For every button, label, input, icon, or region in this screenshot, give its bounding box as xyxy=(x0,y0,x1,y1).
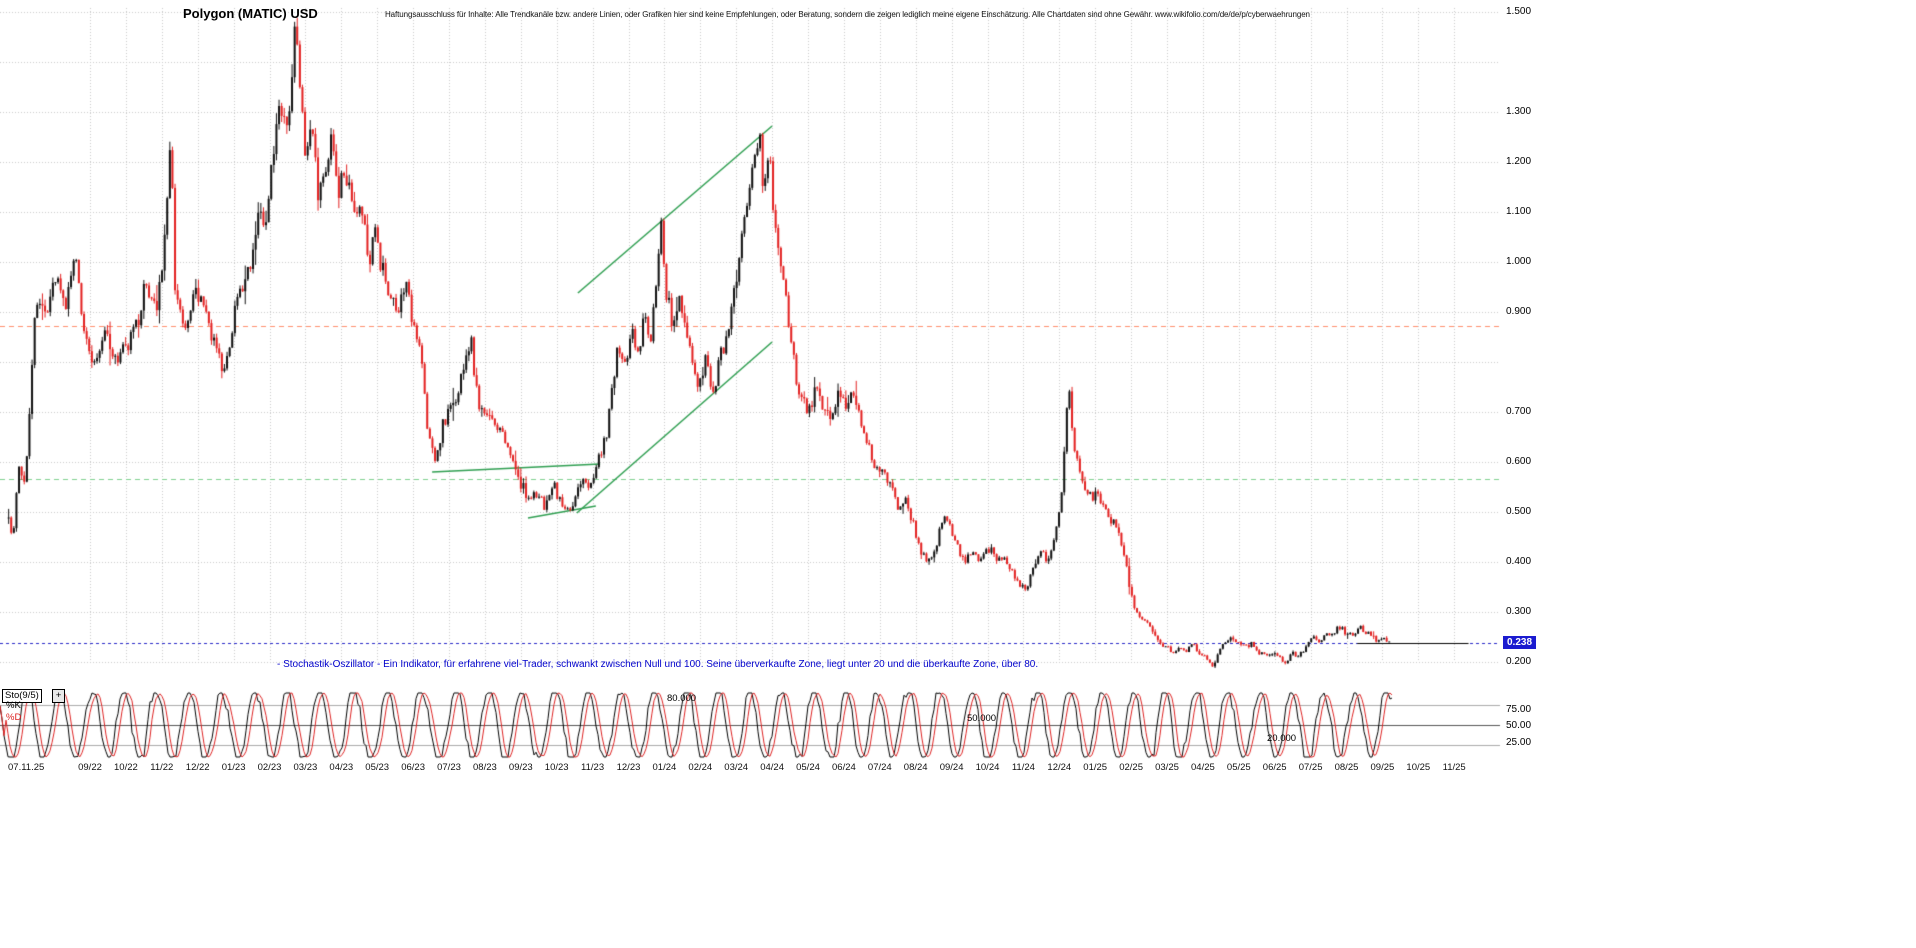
price-axis-label: 1.200 xyxy=(1506,156,1532,167)
price-axis-label: 0.600 xyxy=(1506,456,1532,467)
time-axis-label: 09/25 xyxy=(1370,762,1395,773)
price-axis-label: 1.100 xyxy=(1506,206,1532,217)
time-axis-label: 06/24 xyxy=(832,762,856,773)
time-axis-label: 03/25 xyxy=(1155,762,1179,773)
time-axis-label: 03/24 xyxy=(724,762,749,773)
time-axis-label: 08/25 xyxy=(1334,762,1359,773)
price-axis-label: 1.000 xyxy=(1506,256,1532,267)
indicator-name-box[interactable]: Sto(9/5) xyxy=(2,689,42,703)
time-axis-label: 08/24 xyxy=(903,762,928,773)
price-axis-label: 0.900 xyxy=(1506,306,1532,317)
time-axis-label: 08/23 xyxy=(473,762,497,773)
time-axis-label: 11/24 xyxy=(1011,762,1035,773)
time-axis-label: 01/23 xyxy=(221,762,246,773)
price-axis-label: 1.500 xyxy=(1506,6,1532,17)
time-axis-label: 07/23 xyxy=(437,762,461,773)
time-axis-label: 02/25 xyxy=(1119,762,1143,773)
price-axis-label: 0.200 xyxy=(1506,656,1532,667)
time-axis-label: 10/23 xyxy=(544,762,569,773)
time-axis-label: 02/24 xyxy=(688,762,713,773)
time-axis-label: 03/23 xyxy=(293,762,318,773)
time-axis-label: 07/24 xyxy=(867,762,892,773)
time-axis-label: 12/22 xyxy=(185,762,210,773)
time-axis-label: 09/22 xyxy=(78,762,102,773)
time-axis-label: 02/23 xyxy=(257,762,282,773)
price-axis-label: 1.300 xyxy=(1506,106,1532,117)
disclaimer-text: Haftungsausschluss für Inhalte: Alle Tre… xyxy=(385,10,1310,19)
time-axis-label: 04/24 xyxy=(760,762,784,773)
indicator-add-button[interactable]: + xyxy=(52,689,65,703)
stoch-level-label: 20.000 xyxy=(1267,732,1297,744)
stoch-k-label: %K xyxy=(6,700,21,711)
price-axis-label: 0.700 xyxy=(1506,406,1532,417)
time-axis-label: 04/25 xyxy=(1191,762,1215,773)
price-axis-label: 0.500 xyxy=(1506,506,1532,517)
time-axis-label: 07/25 xyxy=(1298,762,1323,773)
stoch-level-label: 50.000 xyxy=(967,713,997,724)
current-price-badge: 0.238 xyxy=(1503,636,1537,649)
time-axis-label: 09/24 xyxy=(939,762,964,773)
time-axis-label: 01/25 xyxy=(1083,762,1108,773)
time-axis-label: 12/24 xyxy=(1047,762,1072,773)
stoch-axis-label: 75.00 xyxy=(1506,703,1532,715)
time-axis-label: 05/25 xyxy=(1226,762,1251,773)
price-axis-label: 0.300 xyxy=(1506,606,1532,617)
stoch-axis-label: 25.00 xyxy=(1506,736,1532,748)
time-axis-label: 06/23 xyxy=(401,762,425,773)
time-axis-label: 11/25 xyxy=(1442,762,1466,773)
stoch-level-label: 80.000 xyxy=(667,693,697,705)
time-axis-label: 01/24 xyxy=(652,762,677,773)
chart-title: Polygon (MATIC) USD xyxy=(183,6,318,21)
time-axis-date-label: 07.11.25 xyxy=(8,762,45,773)
indicator-description: - Stochastik-Oszillator - Ein Indikator,… xyxy=(277,659,1039,670)
stoch-d-label: %D xyxy=(6,712,22,723)
time-axis-label: 12/23 xyxy=(616,762,641,773)
time-axis-label: 11/22 xyxy=(150,762,174,773)
time-axis-label: 09/23 xyxy=(508,762,533,773)
time-axis-label: 05/24 xyxy=(796,762,820,773)
time-axis-label: 05/23 xyxy=(365,762,390,773)
stoch-axis-label: 50.00 xyxy=(1506,720,1532,731)
time-axis-label: 10/24 xyxy=(975,762,1000,773)
time-axis-label: 06/25 xyxy=(1262,762,1287,773)
time-axis-label: 04/23 xyxy=(329,762,354,773)
time-axis-label: 11/23 xyxy=(581,762,605,773)
time-axis-label: 10/25 xyxy=(1406,762,1431,773)
price-axis-label: 0.400 xyxy=(1506,556,1532,567)
time-axis-label: 10/22 xyxy=(114,762,138,773)
